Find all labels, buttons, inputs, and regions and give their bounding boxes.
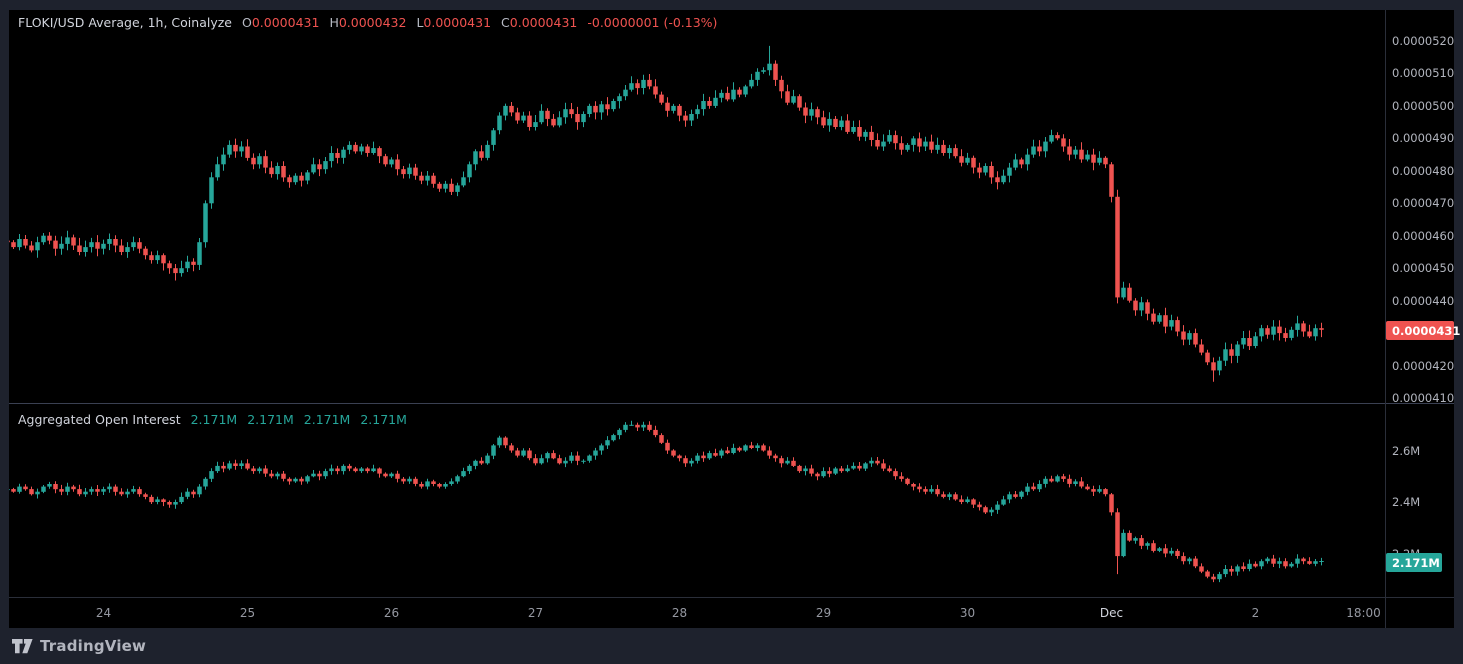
price-pane[interactable] — [9, 10, 1385, 403]
oi-legend-value: 2.171M — [360, 412, 407, 427]
time-axis-label-dec: Dec — [1099, 606, 1124, 620]
ohlc-letter: O — [241, 15, 252, 30]
last-price-badge: 0.0000431 — [1386, 321, 1460, 340]
tradingview-brand-text: TradingView — [40, 637, 147, 655]
oi-legend-value: 2.171M — [303, 412, 351, 427]
time-axis-separator — [9, 597, 1454, 598]
price-axis-label: 0.0000460 — [1392, 229, 1455, 243]
oi-legend: Aggregated Open Interest 2.171M 2.171M 2.1… — [18, 412, 407, 428]
price-axis-label: 0.0000410 — [1392, 391, 1455, 405]
oi-legend-value: 2.171M — [190, 412, 238, 427]
pane-separator[interactable] — [9, 403, 1454, 404]
tradingview-logo-icon — [12, 638, 33, 653]
oi-value-badge: 2.171M — [1386, 553, 1442, 572]
ohlc-value: 0.0000431 — [423, 15, 492, 30]
attribution-bar: TradingView — [0, 628, 1463, 664]
time-axis-label-28: 28 — [671, 606, 688, 620]
price-axis-label: 0.0000510 — [1392, 66, 1455, 80]
price-candles-layer — [9, 45, 1324, 382]
ohlc-value: 0.0000432 — [338, 15, 407, 30]
oi-values: 2.171M 2.171M 2.171M 2.171M — [191, 412, 407, 428]
ohlc-value: 0.0000431 — [509, 15, 578, 30]
time-axis-label-2: 2 — [1251, 606, 1260, 620]
time-axis-label-29: 29 — [815, 606, 832, 620]
price-axis-label: 0.0000420 — [1392, 359, 1455, 373]
ohlc-item-c: C0.0000431 — [501, 15, 577, 31]
price-axis-label: 0.0000490 — [1392, 131, 1455, 145]
open-interest-candles-layer — [9, 420, 1324, 583]
tradingview-link[interactable]: TradingView — [12, 637, 146, 655]
ohlc-item-l: L0.0000431 — [416, 15, 491, 31]
ohlc-item-o: O0.0000431 — [242, 15, 319, 31]
price-scale-separator — [1385, 10, 1386, 628]
ohlc-letter: C — [501, 15, 510, 30]
time-axis-label-18:00: 18:00 — [1346, 606, 1381, 620]
chart-pane-background — [9, 10, 1454, 628]
oi-axis-label: 2.6M — [1392, 444, 1421, 458]
time-axis-label-27: 27 — [527, 606, 544, 620]
ohlc-value: 0.0000431 — [251, 15, 320, 30]
oi-legend-value: 2.171M — [247, 412, 294, 427]
oi-pane[interactable] — [9, 403, 1385, 597]
price-axis-label: 0.0000480 — [1392, 164, 1455, 178]
ohlc-letter: H — [329, 15, 339, 30]
price-axis-label: 0.0000520 — [1392, 34, 1455, 48]
candlestick-canvas — [9, 45, 1324, 583]
price-change: -0.0000001 (-0.13%) — [587, 15, 718, 30]
price-axis-label: 0.0000440 — [1392, 294, 1455, 308]
price-axis-label: 0.0000470 — [1392, 196, 1455, 210]
ohlc-letter: L — [416, 15, 424, 30]
time-axis-label-25: 25 — [239, 606, 256, 620]
symbol-legend: FLOKI/USD Average, 1h, Coinalyze O0.0000… — [18, 15, 717, 31]
oi-axis-label: 2.4M — [1392, 495, 1421, 509]
time-axis-label-24: 24 — [95, 606, 112, 620]
time-axis-label-26: 26 — [383, 606, 400, 620]
price-axis-label: 0.0000500 — [1392, 99, 1455, 113]
price-axis-label: 0.0000450 — [1392, 261, 1455, 275]
time-axis-label-30: 30 — [959, 606, 976, 620]
symbol-title[interactable]: FLOKI/USD Average, 1h, Coinalyze — [18, 15, 232, 30]
ohlc-values: O0.0000431 H0.0000432 L0.0000431 C0.0000431 — [242, 15, 577, 31]
oi-indicator-title[interactable]: Aggregated Open Interest — [18, 412, 181, 427]
ohlc-item-h: H0.0000432 — [329, 15, 406, 31]
